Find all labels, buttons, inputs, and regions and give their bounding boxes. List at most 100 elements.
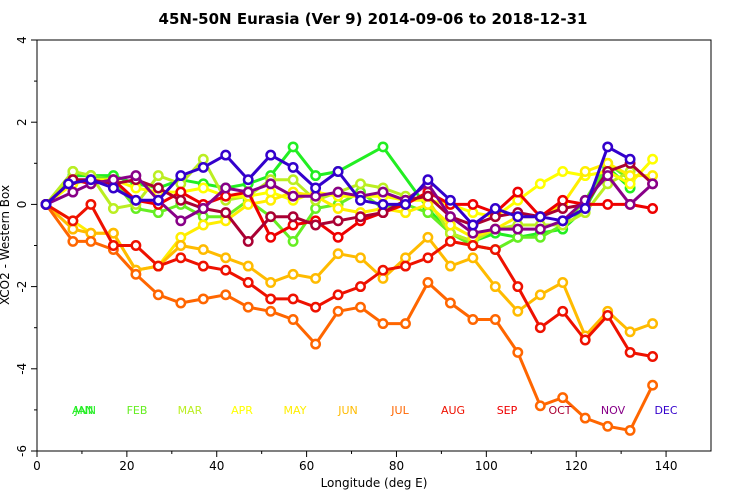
- data-point: [602, 420, 614, 432]
- data-point: [107, 227, 119, 239]
- data-point: [332, 231, 344, 243]
- data-point: [377, 141, 389, 153]
- data-point: [67, 186, 79, 198]
- data-point: [489, 223, 501, 235]
- data-point: [332, 289, 344, 301]
- data-point: [377, 264, 389, 276]
- legend-label-mar: MAR: [178, 404, 203, 417]
- data-point: [377, 198, 389, 210]
- data-point: [287, 141, 299, 153]
- data-point: [107, 203, 119, 214]
- data-point: [579, 166, 591, 177]
- data-point: [332, 186, 344, 198]
- data-point: [512, 305, 524, 317]
- data-point: [85, 198, 97, 210]
- data-point: [220, 207, 232, 219]
- data-point: [557, 215, 569, 227]
- legend-label-jul: JUL: [390, 404, 409, 417]
- data-point: [377, 186, 389, 198]
- data-point: [242, 277, 254, 288]
- data-point: [265, 305, 277, 317]
- data-point: [467, 198, 479, 210]
- x-tick-label: 80: [389, 459, 404, 473]
- data-point: [242, 235, 254, 247]
- data-point: [265, 231, 277, 243]
- data-point: [287, 211, 299, 223]
- data-point: [355, 194, 366, 206]
- y-tick-label: -4: [15, 363, 29, 375]
- data-point: [130, 170, 142, 182]
- data-point: [400, 198, 411, 210]
- data-point: [265, 277, 277, 288]
- data-point: [444, 260, 456, 272]
- y-tick-label: -2: [15, 281, 29, 293]
- data-point: [242, 260, 254, 272]
- data-point: [220, 289, 232, 301]
- y-axis-label: XCO2 - Western Box: [0, 185, 12, 305]
- data-point: [557, 392, 569, 404]
- data-point: [152, 170, 164, 182]
- data-point: [197, 161, 209, 173]
- data-point: [602, 141, 614, 153]
- data-point: [557, 203, 569, 214]
- data-point: [512, 281, 524, 293]
- data-point: [175, 240, 187, 251]
- data-point: [422, 231, 434, 243]
- data-point: [197, 219, 209, 231]
- data-point: [175, 215, 187, 227]
- data-point: [647, 153, 659, 165]
- data-point: [489, 281, 501, 293]
- x-tick-label: 60: [299, 459, 314, 473]
- data-point: [197, 244, 209, 256]
- series-line: [44, 203, 654, 432]
- data-point: [287, 190, 299, 202]
- data-point: [489, 314, 501, 325]
- data-point: [332, 305, 344, 317]
- series-jul: [40, 198, 659, 436]
- data-point: [467, 240, 479, 251]
- data-point: [265, 149, 277, 161]
- data-point: [197, 260, 209, 272]
- data-point: [220, 182, 232, 194]
- x-axis-label: Longitude (deg E): [321, 476, 428, 490]
- data-point: [602, 309, 614, 321]
- data-point: [489, 244, 501, 256]
- data-point: [63, 178, 74, 190]
- data-point: [579, 412, 591, 424]
- data-point: [152, 289, 164, 301]
- data-point: [355, 178, 366, 190]
- data-point: [287, 268, 299, 280]
- data-point: [400, 260, 411, 272]
- data-point: [602, 198, 614, 210]
- legend-label-jan: JAN: [74, 404, 94, 417]
- data-point: [332, 203, 344, 214]
- data-point: [534, 400, 546, 412]
- data-point: [355, 301, 366, 313]
- data-point: [265, 178, 277, 190]
- data-point: [467, 219, 479, 231]
- data-point: [130, 240, 142, 251]
- series-line: [44, 161, 654, 243]
- data-point: [287, 174, 299, 186]
- data-point: [242, 186, 254, 198]
- data-point: [175, 252, 187, 264]
- data-point: [444, 211, 456, 223]
- data-point: [242, 174, 254, 186]
- series-group: [40, 141, 659, 436]
- data-point: [355, 252, 366, 264]
- data-point: [579, 203, 591, 214]
- data-point: [197, 182, 209, 194]
- x-tick-label: 20: [119, 459, 134, 473]
- data-point: [422, 277, 434, 288]
- data-point: [422, 174, 434, 186]
- data-point: [67, 235, 79, 247]
- series-dec: [40, 141, 636, 231]
- data-point: [130, 194, 142, 206]
- data-point: [287, 293, 299, 305]
- legend-label-aug: AUG: [441, 404, 465, 417]
- data-point: [332, 248, 344, 260]
- data-point: [557, 277, 569, 288]
- data-point: [152, 194, 164, 206]
